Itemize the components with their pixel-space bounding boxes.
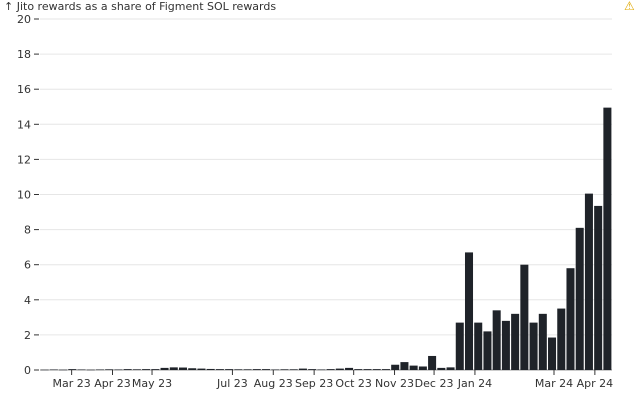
bar[interactable]	[428, 355, 437, 370]
bar[interactable]	[114, 369, 123, 371]
x-tick-label: Aug 23	[254, 377, 293, 390]
bar[interactable]	[59, 369, 68, 371]
bar[interactable]	[446, 367, 455, 370]
bar[interactable]	[400, 362, 409, 370]
bar[interactable]	[326, 369, 335, 370]
bar[interactable]	[317, 369, 326, 371]
bar[interactable]	[557, 308, 566, 370]
bar[interactable]	[363, 369, 372, 370]
bar[interactable]	[409, 365, 418, 370]
bar[interactable]	[178, 367, 188, 370]
warning-icon[interactable]: ⚠	[624, 0, 635, 13]
y-tick-label: 2	[24, 329, 31, 342]
bar[interactable]	[474, 322, 483, 370]
bar[interactable]	[68, 369, 77, 370]
x-tick-label: Apr 24	[577, 377, 614, 390]
bar[interactable]	[594, 205, 603, 370]
bar[interactable]	[437, 367, 446, 370]
bar[interactable]	[345, 367, 354, 370]
bar[interactable]	[603, 107, 612, 370]
bar[interactable]	[501, 320, 510, 370]
bar[interactable]	[225, 369, 234, 370]
y-axis: 0 2 4 6 8 10 12 14 16 18 20	[17, 13, 39, 377]
bar[interactable]	[271, 369, 280, 371]
y-tick-label: 14	[17, 118, 31, 131]
bar[interactable]	[86, 369, 95, 371]
bar[interactable]	[243, 369, 252, 370]
bar[interactable]	[548, 337, 557, 370]
bar[interactable]	[169, 367, 178, 370]
bar[interactable]	[188, 368, 197, 370]
x-axis: Mar 23 Apr 23 May 23 Jul 23 Aug 23 Sep 23 Oct …	[53, 370, 614, 390]
bar[interactable]	[455, 322, 464, 370]
bar[interactable]	[280, 369, 289, 370]
bar[interactable]	[132, 369, 141, 370]
bar[interactable]	[160, 367, 169, 370]
y-tick-label: 20	[17, 13, 31, 26]
bar[interactable]	[105, 369, 114, 370]
bar[interactable]	[49, 369, 58, 371]
bar[interactable]	[308, 369, 317, 370]
x-tick-label: Oct 23	[335, 377, 372, 390]
bar[interactable]	[123, 369, 132, 370]
y-tick-label: 18	[17, 48, 31, 61]
bar[interactable]	[566, 268, 575, 370]
bar[interactable]	[262, 369, 271, 370]
x-tick-label: Mar 24	[535, 377, 573, 390]
bar[interactable]	[381, 369, 390, 370]
x-tick-label: Dec 23	[415, 377, 454, 390]
y-tick-label: 16	[17, 83, 31, 96]
bar[interactable]	[391, 364, 400, 370]
y-tick-label: 0	[24, 364, 31, 377]
bar[interactable]	[77, 369, 86, 371]
bar[interactable]	[151, 369, 160, 370]
chart-title: ↑ Jito rewards as a share of Figment SOL…	[4, 0, 277, 13]
bar[interactable]	[206, 368, 215, 370]
bar[interactable]	[142, 369, 151, 370]
x-tick-label: May 23	[132, 377, 172, 390]
bar[interactable]	[40, 369, 49, 371]
bar[interactable]	[372, 369, 381, 370]
bar[interactable]	[335, 368, 344, 370]
bar[interactable]	[95, 369, 104, 371]
bar[interactable]	[215, 369, 224, 370]
bar[interactable]	[298, 368, 307, 370]
bars	[40, 107, 612, 371]
bar[interactable]	[511, 313, 520, 370]
bar[interactable]	[289, 369, 298, 370]
y-tick-label: 8	[24, 224, 31, 237]
bar[interactable]	[520, 264, 529, 370]
y-tick-label: 12	[17, 153, 31, 166]
bar[interactable]	[234, 369, 243, 370]
bar[interactable]	[584, 193, 593, 370]
bar[interactable]	[575, 227, 584, 370]
x-tick-label: Nov 23	[375, 377, 414, 390]
bar[interactable]	[529, 322, 538, 370]
x-tick-label: Mar 23	[53, 377, 91, 390]
bar[interactable]	[197, 368, 206, 370]
x-tick-label: Sep 23	[295, 377, 333, 390]
bar[interactable]	[252, 369, 261, 370]
bar[interactable]	[492, 310, 501, 370]
y-tick-label: 6	[24, 259, 31, 272]
bar[interactable]	[464, 252, 474, 370]
y-tick-label: 4	[24, 294, 31, 307]
bar[interactable]	[418, 366, 427, 370]
bar[interactable]	[538, 313, 547, 370]
x-tick-label: Jul 23	[216, 377, 248, 390]
bar[interactable]	[354, 369, 363, 370]
bar[interactable]	[483, 331, 492, 370]
x-tick-label: Jan 24	[457, 377, 492, 390]
y-tick-label: 10	[17, 189, 31, 202]
x-tick-label: Apr 23	[94, 377, 131, 390]
